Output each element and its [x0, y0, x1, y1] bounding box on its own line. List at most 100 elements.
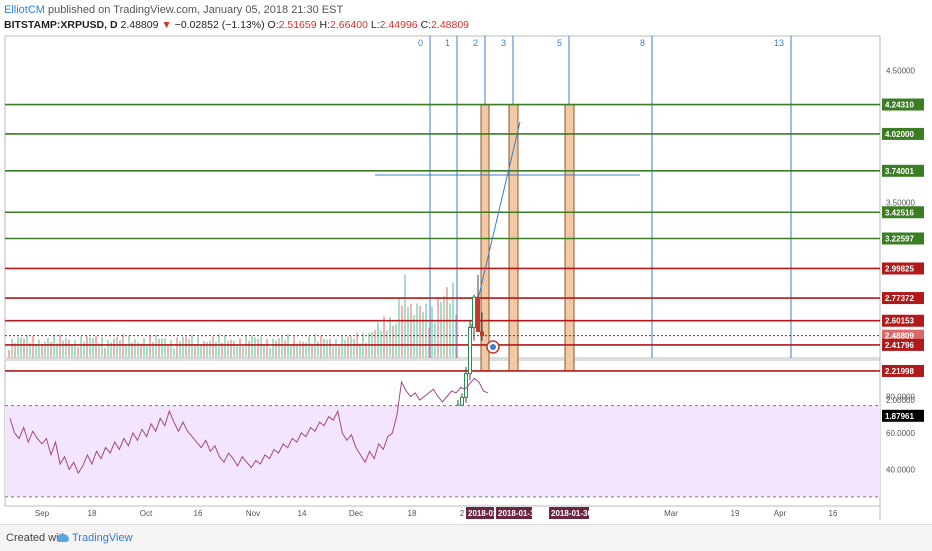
- rsi-series-line: [9, 377, 489, 475]
- fib-label: 0: [418, 38, 423, 48]
- volume-bar: [98, 343, 100, 358]
- tradingview-logo-icon: [57, 534, 69, 542]
- volume-bar: [161, 338, 163, 358]
- price-chart[interactable]: 4.50000 3.50000 2.00000 0 1 2 3 5 8 13 4.24310 4.02…: [0, 34, 932, 524]
- volume-bar: [440, 301, 442, 358]
- symbol[interactable]: BITSTAMP:XRPUSD, D: [4, 19, 118, 31]
- level-price-label: 4.24310: [885, 101, 914, 110]
- volume-bar: [329, 338, 331, 358]
- volume-bar: [449, 303, 451, 358]
- volume-bar: [149, 334, 151, 358]
- event-marker-dot: [490, 344, 496, 350]
- volume-bar: [275, 340, 277, 358]
- volume-bar: [230, 339, 232, 358]
- volume-bar: [314, 334, 316, 358]
- volume-bar: [173, 348, 175, 358]
- tradingview-brand-link[interactable]: TradingView: [72, 532, 133, 544]
- close-value: 2.48809: [431, 19, 470, 31]
- volume-bar: [116, 336, 118, 358]
- level-price-label: 3.42516: [885, 208, 914, 217]
- volume-bar: [50, 341, 52, 358]
- volume-bar: [95, 335, 97, 358]
- volume-bar: [287, 334, 289, 358]
- volume-bar: [128, 335, 130, 358]
- volume-bar: [218, 334, 220, 358]
- volume-bar: [272, 338, 274, 358]
- x-tick-label: 14: [298, 509, 307, 518]
- x-tick-label: Sep: [35, 509, 50, 518]
- date-badge-label: 2018-01-: [468, 509, 500, 518]
- volume-bar: [239, 338, 241, 358]
- level-price-label: 2.21998: [885, 367, 914, 376]
- rsi-tick-40: 40.0000: [886, 466, 915, 475]
- volume-bar: [377, 322, 379, 358]
- volume-bar: [446, 287, 448, 358]
- level-price-tag: [882, 329, 924, 342]
- volume-bar: [101, 337, 103, 358]
- volume-bar: [266, 338, 268, 358]
- volume-bar: [32, 335, 34, 358]
- volume-bar: [248, 340, 250, 358]
- volume-bar: [8, 350, 10, 358]
- volume-bar: [119, 340, 121, 358]
- x-tick-label: 2: [460, 509, 465, 518]
- level-price-tag: [882, 364, 924, 377]
- volume-bar: [254, 337, 256, 358]
- volume-bar: [65, 337, 67, 358]
- volume-bar: [320, 335, 322, 358]
- rsi-band: [5, 405, 880, 497]
- x-tick-label: Mar: [664, 509, 678, 518]
- volume-bar: [311, 343, 313, 358]
- volume-bar: [113, 338, 115, 358]
- volume-bar: [92, 338, 94, 358]
- fib-label: 5: [557, 38, 562, 48]
- volume-bar: [260, 336, 262, 358]
- volume-bar: [104, 347, 106, 358]
- volume-bars: [8, 274, 457, 358]
- volume-bar: [227, 340, 229, 358]
- publish-line: ElliotCM published on TradingView.com, J…: [4, 4, 343, 16]
- volume-bar: [146, 343, 148, 358]
- volume-bar: [134, 339, 136, 358]
- volume-bar: [410, 303, 412, 358]
- volume-bar: [395, 324, 397, 358]
- volume-bar: [41, 343, 43, 358]
- volume-bar: [353, 338, 355, 358]
- volume-bar: [425, 303, 427, 358]
- volume-bar: [278, 338, 280, 358]
- level-price-label: 3.22597: [885, 234, 914, 243]
- volume-bar: [299, 341, 301, 358]
- volume-bar: [74, 339, 76, 358]
- volume-bar: [236, 345, 238, 358]
- volume-bar: [284, 340, 286, 358]
- volume-bar: [203, 341, 205, 358]
- low-label: L:: [370, 19, 380, 31]
- volume-bar: [164, 337, 166, 358]
- volume-bar: [68, 339, 70, 358]
- volume-bar: [416, 303, 418, 358]
- volume-bar: [359, 343, 361, 358]
- volume-bar: [35, 344, 37, 358]
- date-badge: [466, 507, 494, 519]
- volume-bar: [188, 339, 190, 358]
- volume-bar: [212, 336, 214, 358]
- author-link[interactable]: ElliotCM: [4, 4, 45, 16]
- volume-bar: [389, 317, 391, 358]
- volume-bar: [245, 335, 247, 358]
- volume-bar: [344, 339, 346, 358]
- volume-bar: [155, 334, 157, 358]
- volume-bar: [137, 342, 139, 358]
- volume-bar: [257, 339, 259, 358]
- open-value: 2.51659: [278, 19, 317, 31]
- volume-bar: [242, 346, 244, 358]
- volume-bar: [56, 343, 58, 358]
- volume-bar: [422, 311, 424, 358]
- ohlc-line: BITSTAMP:XRPUSD, D 2.48809 ▼ −0.02852 (−…: [4, 19, 469, 31]
- volume-bar: [326, 339, 328, 358]
- created-with-text: Created with: [6, 532, 68, 544]
- volume-bar: [404, 274, 406, 358]
- level-price-tag: [882, 409, 924, 422]
- volume-bar: [296, 343, 298, 358]
- volume-bar: [110, 342, 112, 358]
- fib-label: 1: [445, 38, 450, 48]
